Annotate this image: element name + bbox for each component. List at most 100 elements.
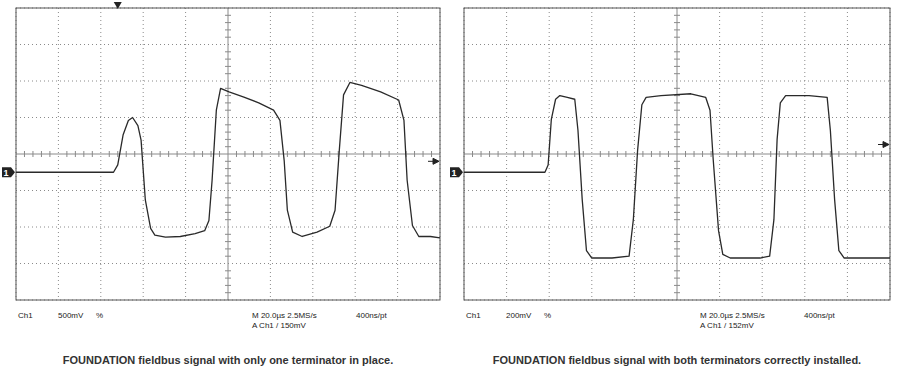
minor-tick bbox=[813, 151, 814, 157]
minor-tick bbox=[83, 151, 84, 157]
minor-tick bbox=[75, 151, 76, 157]
minor-tick bbox=[694, 151, 695, 157]
trigger-readout: A Ch1 / 150mV bbox=[252, 321, 306, 330]
minor-tick bbox=[617, 151, 618, 157]
minor-tick bbox=[225, 146, 231, 147]
minor-tick bbox=[711, 151, 712, 157]
minor-tick bbox=[244, 151, 245, 157]
minor-tick bbox=[225, 22, 231, 23]
minor-tick bbox=[160, 151, 161, 157]
channel-label: Ch1 bbox=[466, 311, 481, 320]
minor-tick bbox=[261, 151, 262, 157]
minor-tick bbox=[278, 151, 279, 157]
minor-tick bbox=[557, 151, 558, 157]
minor-tick bbox=[372, 151, 373, 157]
minor-tick bbox=[838, 151, 839, 157]
channel-marker: 1 bbox=[450, 167, 463, 178]
minor-tick bbox=[126, 151, 127, 157]
minor-tick bbox=[168, 151, 169, 157]
timebase: M 20.0µs 2.5MS/s bbox=[700, 311, 765, 320]
minor-tick bbox=[674, 66, 680, 67]
timebase: M 20.0µs 2.5MS/s bbox=[252, 311, 317, 320]
trigger-level-arrow bbox=[878, 142, 889, 148]
minor-tick bbox=[304, 151, 305, 157]
minor-tick bbox=[219, 151, 220, 157]
minor-tick bbox=[225, 241, 231, 242]
caption: FOUNDATION fieldbus signal with both ter… bbox=[493, 354, 861, 366]
minor-tick bbox=[674, 219, 680, 220]
minor-tick bbox=[24, 151, 25, 157]
minor-tick bbox=[225, 139, 231, 140]
bandwidth-symbol: % bbox=[544, 311, 551, 320]
minor-tick bbox=[225, 270, 231, 271]
trigger-level-arrow bbox=[428, 158, 439, 164]
plot-frame bbox=[16, 8, 440, 300]
grid-line-y bbox=[16, 44, 440, 45]
minor-tick bbox=[489, 151, 490, 157]
minor-tick bbox=[674, 37, 680, 38]
minor-tick bbox=[225, 183, 231, 184]
minor-tick bbox=[674, 59, 680, 60]
minor-tick bbox=[674, 29, 680, 30]
minor-tick bbox=[225, 212, 231, 213]
grid-line-y bbox=[464, 263, 890, 264]
minor-tick bbox=[225, 168, 231, 169]
minor-tick bbox=[745, 151, 746, 157]
minor-tick bbox=[674, 205, 680, 206]
minor-tick bbox=[642, 151, 643, 157]
minor-tick bbox=[363, 151, 364, 157]
minor-tick bbox=[134, 151, 135, 157]
scope-panel: 1Ch1200mV%M 20.0µs 2.5MS/s400ns/ptA Ch1 … bbox=[450, 8, 890, 366]
minor-tick bbox=[194, 151, 195, 157]
grid-line-y bbox=[16, 227, 440, 228]
minor-tick bbox=[225, 285, 231, 286]
minor-tick bbox=[211, 151, 212, 157]
minor-tick bbox=[566, 151, 567, 157]
minor-tick bbox=[109, 151, 110, 157]
minor-tick bbox=[674, 146, 680, 147]
minor-tick bbox=[651, 151, 652, 157]
minor-tick bbox=[674, 22, 680, 23]
minor-tick bbox=[498, 151, 499, 157]
minor-tick bbox=[225, 51, 231, 52]
minor-tick bbox=[177, 151, 178, 157]
minor-tick bbox=[736, 151, 737, 157]
grid-line-y bbox=[464, 154, 890, 155]
grid-line-y bbox=[464, 81, 890, 82]
minor-tick bbox=[472, 151, 473, 157]
minor-tick bbox=[668, 151, 669, 157]
grid-line-y bbox=[464, 227, 890, 228]
minor-tick bbox=[674, 73, 680, 74]
minor-ticks bbox=[24, 15, 431, 292]
minor-tick bbox=[225, 292, 231, 293]
minor-tick bbox=[225, 197, 231, 198]
minor-tick bbox=[674, 124, 680, 125]
minor-tick bbox=[674, 270, 680, 271]
minor-tick bbox=[66, 151, 67, 157]
minor-tick bbox=[674, 292, 680, 293]
channel-label: Ch1 bbox=[18, 311, 33, 320]
minor-tick bbox=[532, 151, 533, 157]
minor-tick bbox=[225, 37, 231, 38]
minor-tick bbox=[674, 212, 680, 213]
minor-tick bbox=[674, 139, 680, 140]
trace-group bbox=[464, 94, 890, 258]
channel-marker-shape bbox=[450, 167, 463, 177]
minor-tick bbox=[346, 151, 347, 157]
minor-tick bbox=[855, 151, 856, 157]
minor-tick bbox=[321, 151, 322, 157]
grid-line-y bbox=[464, 190, 890, 191]
minor-tick bbox=[49, 151, 50, 157]
minor-tick bbox=[540, 151, 541, 157]
minor-tick bbox=[674, 285, 680, 286]
minor-tick bbox=[236, 151, 237, 157]
minor-tick bbox=[770, 151, 771, 157]
scope-panel: 1Ch1500mV%M 20.0µs 2.5MS/s400ns/ptA Ch1 … bbox=[2, 2, 440, 366]
minor-tick bbox=[674, 102, 680, 103]
minor-tick bbox=[225, 278, 231, 279]
minor-tick bbox=[225, 66, 231, 67]
minor-tick bbox=[674, 168, 680, 169]
minor-tick bbox=[380, 151, 381, 157]
vertical-scale: 200mV bbox=[506, 311, 532, 320]
minor-tick bbox=[674, 88, 680, 89]
